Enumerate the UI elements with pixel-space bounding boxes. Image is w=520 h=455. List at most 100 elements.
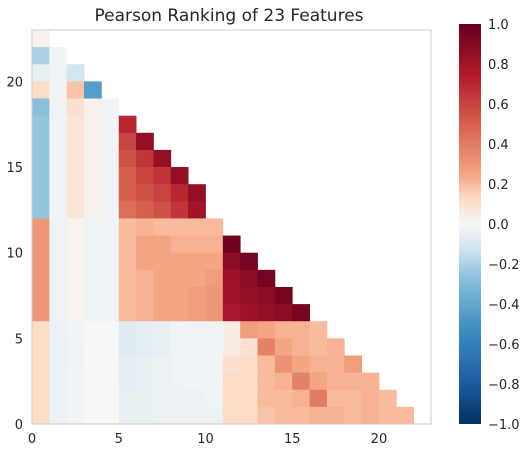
heatmap-cell (49, 304, 68, 322)
heatmap-cell (222, 252, 241, 271)
heatmap-cell (32, 355, 50, 374)
heatmap-cell (49, 184, 68, 202)
heatmap-cell (32, 406, 50, 425)
heatmap-cell (118, 406, 137, 425)
heatmap-cell (101, 355, 120, 374)
heatmap-cell (32, 30, 50, 48)
heatmap-cell (222, 269, 241, 288)
heatmap-cell (66, 64, 85, 82)
heatmap-cell (66, 269, 85, 288)
heatmap-cell (205, 235, 224, 254)
heatmap-cell (101, 321, 120, 339)
heatmap-cell (32, 372, 50, 391)
heatmap-cell (170, 406, 189, 425)
heatmap-cell (222, 321, 241, 339)
heatmap-cell (153, 235, 172, 254)
heatmap-cell (32, 47, 50, 65)
heatmap-cell (49, 64, 68, 82)
heatmap-cell (118, 389, 137, 408)
heatmap-cell (118, 149, 137, 168)
heatmap-cell (205, 406, 224, 425)
heatmap-cell (240, 406, 258, 425)
heatmap-cell (49, 98, 68, 117)
heatmap-cell (84, 389, 102, 408)
heatmap-cell (84, 115, 102, 134)
heatmap-cell (309, 321, 328, 339)
heatmap-cell (240, 252, 258, 271)
heatmap-cell (153, 149, 172, 168)
heatmap-cell (240, 338, 258, 356)
heatmap-cell (118, 218, 137, 236)
heatmap-cell (118, 269, 137, 288)
heatmap-cell (136, 355, 154, 374)
heatmap-cell (101, 252, 120, 271)
heatmap-cell (240, 304, 258, 322)
heatmap-cell (309, 372, 328, 391)
heatmap-cell (153, 372, 172, 391)
heatmap-cell (32, 184, 50, 202)
heatmap-cell (136, 338, 154, 356)
heatmap-cell (257, 338, 276, 356)
heatmap-cell (32, 115, 50, 134)
heatmap-cell (292, 389, 310, 408)
heatmap-cell (136, 269, 154, 288)
heatmap-cell (136, 372, 154, 391)
heatmap-cell (101, 304, 120, 322)
heatmap-cell (84, 167, 102, 185)
heatmap-cell (101, 115, 120, 134)
heatmap-cell (49, 149, 68, 168)
x-tick-label: 0 (28, 432, 36, 447)
heatmap-cell (292, 372, 310, 391)
heatmap-cell (326, 355, 345, 374)
heatmap-cell (326, 372, 345, 391)
heatmap-cell (240, 389, 258, 408)
heatmap-cell (49, 389, 68, 408)
heatmap-cell (222, 389, 241, 408)
heatmap-cell (257, 321, 276, 339)
heatmap-cell (49, 201, 68, 219)
heatmap-cell (136, 389, 154, 408)
heatmap-cell (240, 372, 258, 391)
heatmap-cell (84, 132, 102, 151)
heatmap-cell (101, 286, 120, 305)
y-tick-label: 10 (6, 247, 23, 262)
heatmap-cell (101, 218, 120, 236)
heatmap-cell (101, 132, 120, 151)
heatmap-cell (188, 389, 206, 408)
y-axis-ticks: 0 5 10 15 20 (6, 75, 23, 433)
heatmap-cell (136, 167, 154, 185)
heatmap-cell (326, 338, 345, 356)
heatmap-cell (396, 406, 415, 425)
heatmap-cell (101, 235, 120, 254)
heatmap-cell (66, 355, 85, 374)
heatmap-cell (240, 269, 258, 288)
chart-title: Pearson Ranking of 23 Features (94, 6, 363, 26)
heatmap-cell (378, 389, 397, 408)
plot-frame (31, 29, 432, 425)
colorbar-tick-label: 0.2 (488, 178, 509, 193)
heatmap-cell (222, 286, 241, 305)
heatmap-cell (170, 235, 189, 254)
heatmap-cell (361, 389, 380, 408)
colorbar-tick-label: −0.2 (488, 258, 520, 273)
heatmap-cell (153, 269, 172, 288)
colorbar-ticks: 1.0 0.8 0.6 0.4 0.2 0.0 −0.2 −0.4 −0.6 −0.8 −1.0 (488, 18, 520, 433)
heatmap-cell (170, 184, 189, 202)
heatmap-cell (274, 372, 293, 391)
heatmap-cell (32, 338, 50, 356)
heatmap-cell (66, 252, 85, 271)
heatmap-cell (84, 372, 102, 391)
heatmap-cell (32, 389, 50, 408)
heatmap-cell (84, 235, 102, 254)
heatmap-cell (309, 406, 328, 425)
heatmap-cell (84, 184, 102, 202)
heatmap-cell (118, 132, 137, 151)
heatmap-cell (136, 304, 154, 322)
heatmap-cell (188, 252, 206, 271)
heatmap-cell (49, 115, 68, 134)
heatmap-cell (84, 269, 102, 288)
heatmap-cell (257, 372, 276, 391)
heatmap-cell (66, 389, 85, 408)
heatmap-cell (205, 252, 224, 271)
